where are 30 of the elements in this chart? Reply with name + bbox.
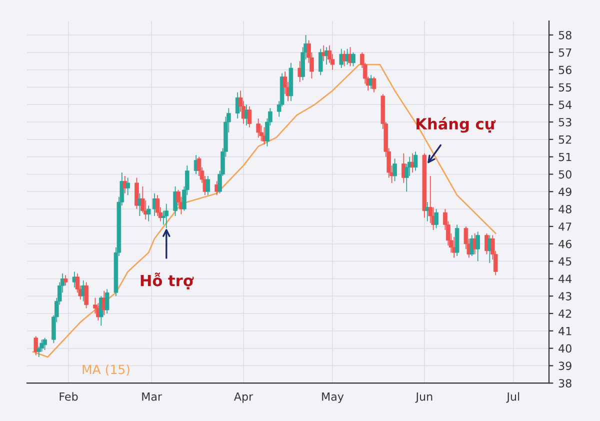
y-tick-label: 48 bbox=[558, 205, 572, 214]
y-tick-label: 43 bbox=[558, 292, 572, 300]
y-tick-label: 56 bbox=[558, 66, 572, 74]
text: MA (15) bbox=[82, 364, 130, 376]
x-tick-label: Jun bbox=[415, 392, 432, 403]
x-tick-label: May bbox=[322, 392, 344, 403]
annotation: Kháng cự bbox=[416, 117, 496, 133]
y-tick-label: 51 bbox=[558, 152, 572, 162]
y-tick-label: 38 bbox=[558, 379, 572, 388]
x-tick-label: Jul bbox=[506, 392, 520, 403]
y-tick-label: 41 bbox=[558, 327, 572, 336]
annotation: Hỗ trợ bbox=[140, 272, 194, 290]
y-tick-label: 54 bbox=[558, 100, 572, 109]
y-tick-label: 49 bbox=[558, 188, 572, 196]
y-tick-label: 42 bbox=[558, 309, 572, 318]
y-tick-label: 40 bbox=[558, 344, 572, 353]
x-tick-label: Mar bbox=[142, 392, 162, 401]
y-tick-label: 55 bbox=[558, 83, 572, 92]
y-tick-label: 39 bbox=[558, 362, 572, 370]
y-tick-label: 57 bbox=[558, 48, 572, 57]
x-tick-label: Feb bbox=[60, 392, 78, 401]
y-tick-label: 45 bbox=[558, 257, 572, 266]
y-tick-label: 44 bbox=[558, 274, 572, 283]
y-tick-label: 47 bbox=[558, 222, 572, 231]
y-tick-label: 52 bbox=[558, 135, 572, 144]
y-tick-label: 58 bbox=[558, 30, 572, 40]
x-tick-label: Apr bbox=[234, 392, 254, 403]
y-tick-label: 53 bbox=[558, 118, 572, 126]
y-tick-label: 50 bbox=[558, 170, 572, 179]
y-tick-label: 46 bbox=[558, 240, 572, 248]
